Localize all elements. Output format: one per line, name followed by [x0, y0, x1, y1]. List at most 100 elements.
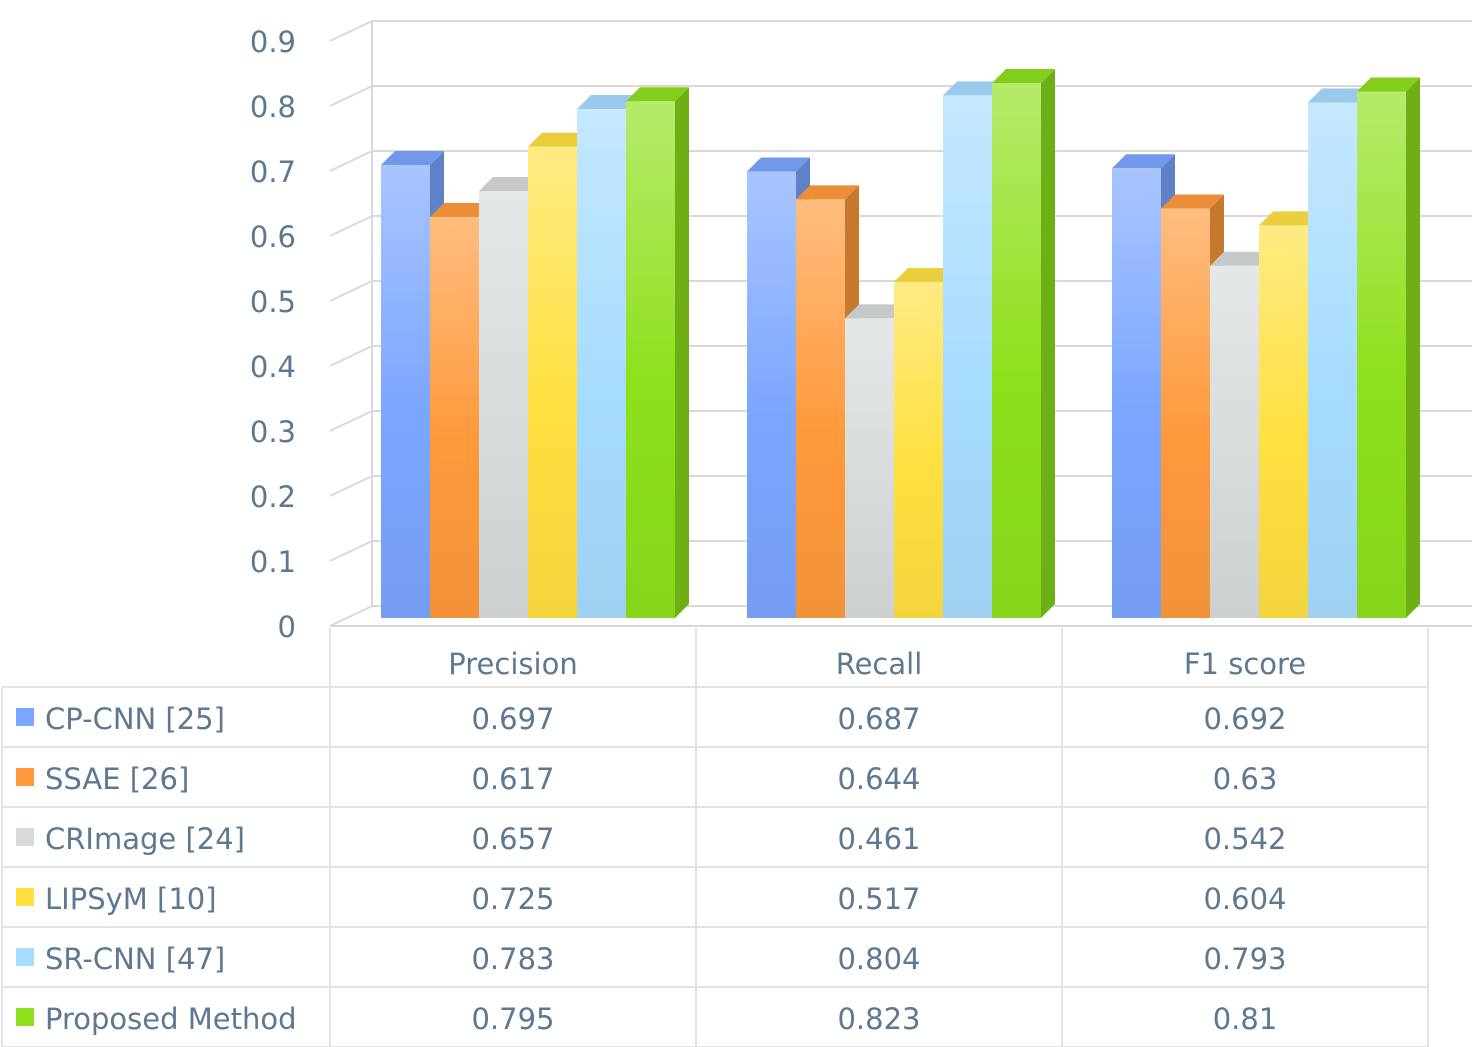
bar [1357, 77, 1420, 618]
gridline-diagonal [329, 280, 373, 302]
bar-top [430, 202, 493, 217]
legend-swatch [16, 1008, 34, 1026]
y-tick-label: 0.1 [250, 545, 296, 579]
y-tick-label: 0.8 [250, 90, 296, 124]
bar-front [1308, 102, 1357, 619]
bar-side [1406, 77, 1420, 618]
y-tick-label: 0.3 [250, 415, 296, 449]
bar-front [381, 164, 430, 618]
data-label: 0.725 [471, 882, 554, 916]
bar-side [675, 87, 689, 618]
category-label: Precision [448, 647, 577, 681]
gridline-diagonal [329, 475, 373, 497]
data-label: 0.617 [471, 762, 554, 796]
bar-front [479, 190, 528, 618]
legend-label: SSAE [26] [45, 762, 189, 796]
data-label: 0.644 [837, 762, 920, 796]
y-tick-label: 0.4 [250, 350, 296, 384]
bars [381, 69, 1420, 619]
bar-top [943, 81, 1006, 96]
bar-front [894, 281, 943, 618]
data-label: 0.783 [471, 942, 554, 976]
gridline-diagonal [329, 605, 373, 627]
bar-front [1112, 168, 1161, 618]
bar-top [796, 185, 859, 200]
bar-top [381, 150, 444, 165]
bar-side [1041, 69, 1055, 619]
bar-top [1112, 154, 1175, 169]
data-label: 0.823 [837, 1002, 920, 1036]
data-label: 0.657 [471, 822, 554, 856]
bar-top [1210, 251, 1273, 266]
bar-top [626, 87, 689, 102]
legend-label: LIPSyM [10] [45, 882, 217, 916]
gridline-diagonal [329, 150, 373, 172]
legend-label: SR-CNN [47] [45, 942, 225, 976]
bar [626, 87, 689, 618]
gridline-diagonal [329, 215, 373, 237]
data-label: 0.697 [471, 702, 554, 736]
y-axis-ticks: 0 0.1 0.2 0.3 0.4 0.5 0.6 0.7 0.8 0.9 [250, 25, 296, 644]
data-label: 0.804 [837, 942, 920, 976]
legend-swatch [16, 948, 34, 966]
data-label: 0.81 [1213, 1002, 1278, 1036]
gridline-diagonal [329, 20, 373, 42]
data-label: 0.793 [1203, 942, 1286, 976]
bar-front [528, 146, 577, 618]
legend-label: CRImage [24] [45, 822, 245, 856]
data-label: 0.795 [471, 1002, 554, 1036]
category-label: Recall [836, 647, 923, 681]
bar-front [577, 109, 626, 619]
bar-top [479, 176, 542, 191]
bar-front [943, 95, 992, 618]
legend-swatch [16, 708, 34, 726]
bar-top [528, 132, 591, 147]
bar-front [747, 171, 796, 618]
bar-front [430, 216, 479, 618]
bar-front [845, 318, 894, 618]
bar-front [1210, 265, 1259, 618]
bar-front [1259, 225, 1308, 618]
bar-top [577, 95, 640, 110]
legend-swatch [16, 888, 34, 906]
y-tick-label: 0.6 [250, 220, 296, 254]
data-label: 0.604 [1203, 882, 1286, 916]
legend-label: CP-CNN [25] [45, 702, 225, 736]
data-label: 0.517 [837, 882, 920, 916]
bar-front [1161, 208, 1210, 618]
legend-swatch [16, 828, 34, 846]
bar [796, 185, 859, 618]
legend-swatch [16, 768, 34, 786]
bar [992, 69, 1055, 619]
y-tick-label: 0 [278, 610, 296, 644]
y-tick-label: 0.2 [250, 480, 296, 514]
y-tick-label: 0.9 [250, 25, 296, 59]
bar-top [1357, 77, 1420, 92]
gridline-diagonal [329, 540, 373, 562]
data-label: 0.461 [837, 822, 920, 856]
data-label: 0.63 [1213, 762, 1278, 796]
bar-front [796, 199, 845, 618]
data-label: 0.687 [837, 702, 920, 736]
bar-front [992, 83, 1041, 619]
category-label: F1 score [1184, 647, 1306, 681]
bar-top [1259, 211, 1322, 226]
bar-top [1161, 194, 1224, 209]
y-tick-label: 0.5 [250, 285, 296, 319]
gridline-diagonal [329, 85, 373, 107]
bar-top [1308, 88, 1371, 103]
bar-front [1357, 91, 1406, 618]
data-label: 0.692 [1203, 702, 1286, 736]
bar-top [747, 157, 810, 172]
gridline-diagonal [329, 345, 373, 367]
gridline-diagonal [329, 410, 373, 432]
bar-top [845, 304, 908, 319]
bar-front [626, 101, 675, 618]
legend-label: Proposed Method [45, 1002, 297, 1036]
y-tick-label: 0.7 [250, 155, 296, 189]
bar-top [894, 267, 957, 282]
bar-top [992, 69, 1055, 84]
data-label: 0.542 [1203, 822, 1286, 856]
data-table: Precision Recall F1 score CP-CNN [25] 0.697 0… [1, 628, 1429, 1047]
